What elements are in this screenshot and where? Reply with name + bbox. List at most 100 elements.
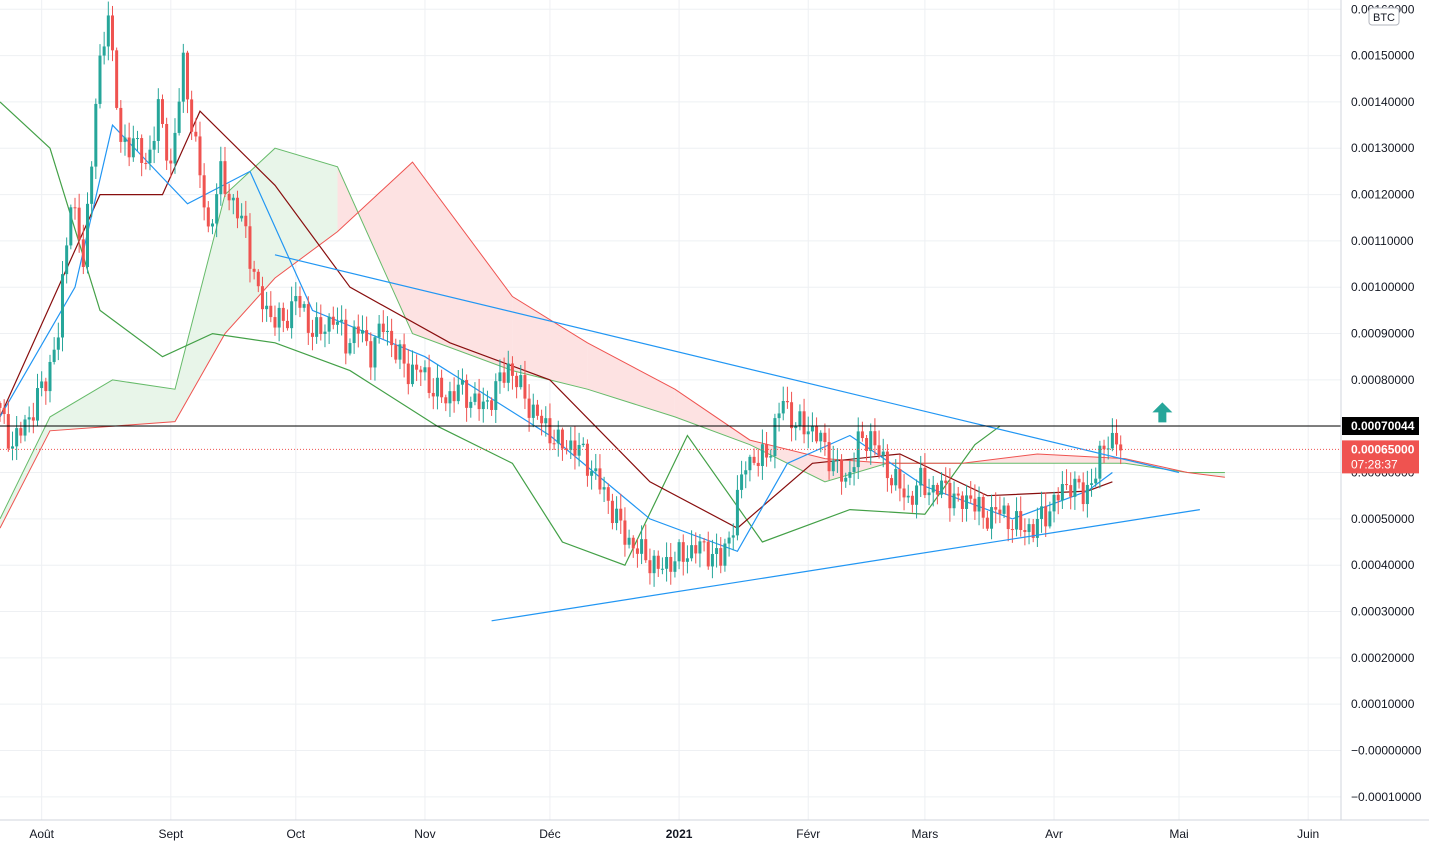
candle bbox=[202, 163, 206, 221]
candle-body bbox=[469, 401, 473, 408]
candle-body bbox=[440, 377, 444, 398]
candle-body bbox=[465, 380, 469, 408]
candle bbox=[890, 474, 894, 494]
annotations[interactable] bbox=[1152, 402, 1173, 423]
cloud-segment-5 bbox=[275, 148, 338, 278]
candle bbox=[406, 349, 410, 395]
candle-body bbox=[215, 194, 219, 224]
candle bbox=[490, 397, 494, 416]
candle-body bbox=[690, 545, 694, 559]
candle-body bbox=[840, 459, 844, 482]
candle bbox=[23, 414, 27, 442]
candle bbox=[906, 484, 910, 503]
candle bbox=[52, 337, 56, 365]
candle-body bbox=[77, 207, 81, 240]
candle bbox=[1015, 497, 1019, 537]
candle bbox=[1110, 418, 1114, 452]
price-axis[interactable]: 0.001600000.001500000.001400000.00130000… bbox=[1340, 0, 1429, 820]
candle-body bbox=[373, 337, 377, 368]
candle bbox=[706, 531, 710, 570]
candle-body bbox=[760, 444, 764, 467]
candle-body bbox=[665, 556, 669, 569]
candle bbox=[1085, 470, 1089, 518]
candle bbox=[898, 454, 902, 502]
candle bbox=[194, 118, 198, 142]
candle bbox=[190, 90, 194, 141]
high-price-badge bbox=[1342, 417, 1419, 436]
last-price-label: 0.00065000 bbox=[1351, 442, 1415, 456]
candle bbox=[790, 391, 794, 442]
candle bbox=[473, 382, 477, 406]
arrow-up-icon[interactable] bbox=[1152, 402, 1173, 423]
chikou-span bbox=[0, 101, 1001, 566]
trendline-1[interactable] bbox=[491, 509, 1200, 622]
candle-body bbox=[331, 316, 335, 325]
candle-body bbox=[135, 138, 139, 140]
candle bbox=[423, 360, 427, 381]
candle bbox=[781, 386, 785, 421]
candle-body bbox=[685, 558, 689, 562]
candle bbox=[756, 449, 760, 477]
candle bbox=[752, 448, 756, 466]
candle bbox=[352, 320, 356, 354]
currency-badge[interactable]: BTC bbox=[1368, 7, 1400, 26]
candle-body bbox=[110, 15, 114, 51]
candle bbox=[123, 124, 127, 156]
candle-body bbox=[73, 207, 77, 209]
candle-body bbox=[1065, 484, 1069, 486]
candle-body bbox=[140, 138, 144, 163]
candle bbox=[1102, 439, 1106, 464]
candle bbox=[919, 455, 923, 497]
candle bbox=[544, 406, 548, 437]
candle-body bbox=[669, 556, 673, 572]
candle-body bbox=[585, 443, 589, 476]
trendlines[interactable] bbox=[274, 254, 1200, 622]
y-tick-label: 0.00120000 bbox=[1351, 188, 1415, 202]
currency-badge-box bbox=[1368, 7, 1400, 26]
candle-body bbox=[548, 418, 552, 444]
candle bbox=[565, 439, 569, 455]
cloud-segment-2 bbox=[112, 379, 175, 427]
candle bbox=[985, 510, 989, 531]
candle bbox=[615, 496, 619, 531]
candle bbox=[173, 118, 177, 174]
candle-body bbox=[510, 363, 514, 376]
candle bbox=[869, 423, 873, 465]
candle bbox=[1002, 497, 1006, 519]
candle bbox=[940, 472, 944, 499]
x-tick-label: Févr bbox=[796, 827, 820, 841]
candle bbox=[281, 302, 285, 333]
candle-body bbox=[815, 425, 819, 442]
candle bbox=[660, 557, 664, 575]
candle-body bbox=[27, 417, 31, 420]
candle bbox=[402, 333, 406, 378]
time-axis[interactable]: Août Sept Oct Nov Déc 2021 Févr Mars Avr Mai Juin bbox=[0, 819, 1429, 848]
x-tick-label: Avr bbox=[1045, 827, 1063, 841]
candle-body bbox=[865, 438, 869, 452]
candle bbox=[0, 401, 2, 422]
trendline-0[interactable] bbox=[274, 254, 1180, 474]
candle bbox=[60, 261, 64, 352]
candle-body bbox=[1056, 494, 1060, 501]
candle-body bbox=[56, 337, 60, 350]
candle bbox=[573, 425, 577, 470]
candle-body bbox=[202, 175, 206, 208]
candle-body bbox=[948, 482, 952, 509]
candle-body bbox=[756, 462, 760, 467]
candle-body bbox=[1010, 529, 1014, 531]
candle bbox=[1044, 492, 1048, 538]
candle-body bbox=[1027, 524, 1031, 533]
candle-body bbox=[244, 215, 248, 227]
candle-body bbox=[765, 444, 769, 458]
candle bbox=[160, 94, 164, 128]
candle-body bbox=[31, 417, 35, 421]
x-tick-label: Sept bbox=[158, 827, 183, 841]
candle-body bbox=[285, 320, 289, 329]
candle-body bbox=[169, 160, 173, 164]
candle bbox=[385, 316, 389, 346]
candle-body bbox=[985, 517, 989, 529]
candle bbox=[1027, 518, 1031, 545]
candle bbox=[177, 88, 181, 136]
